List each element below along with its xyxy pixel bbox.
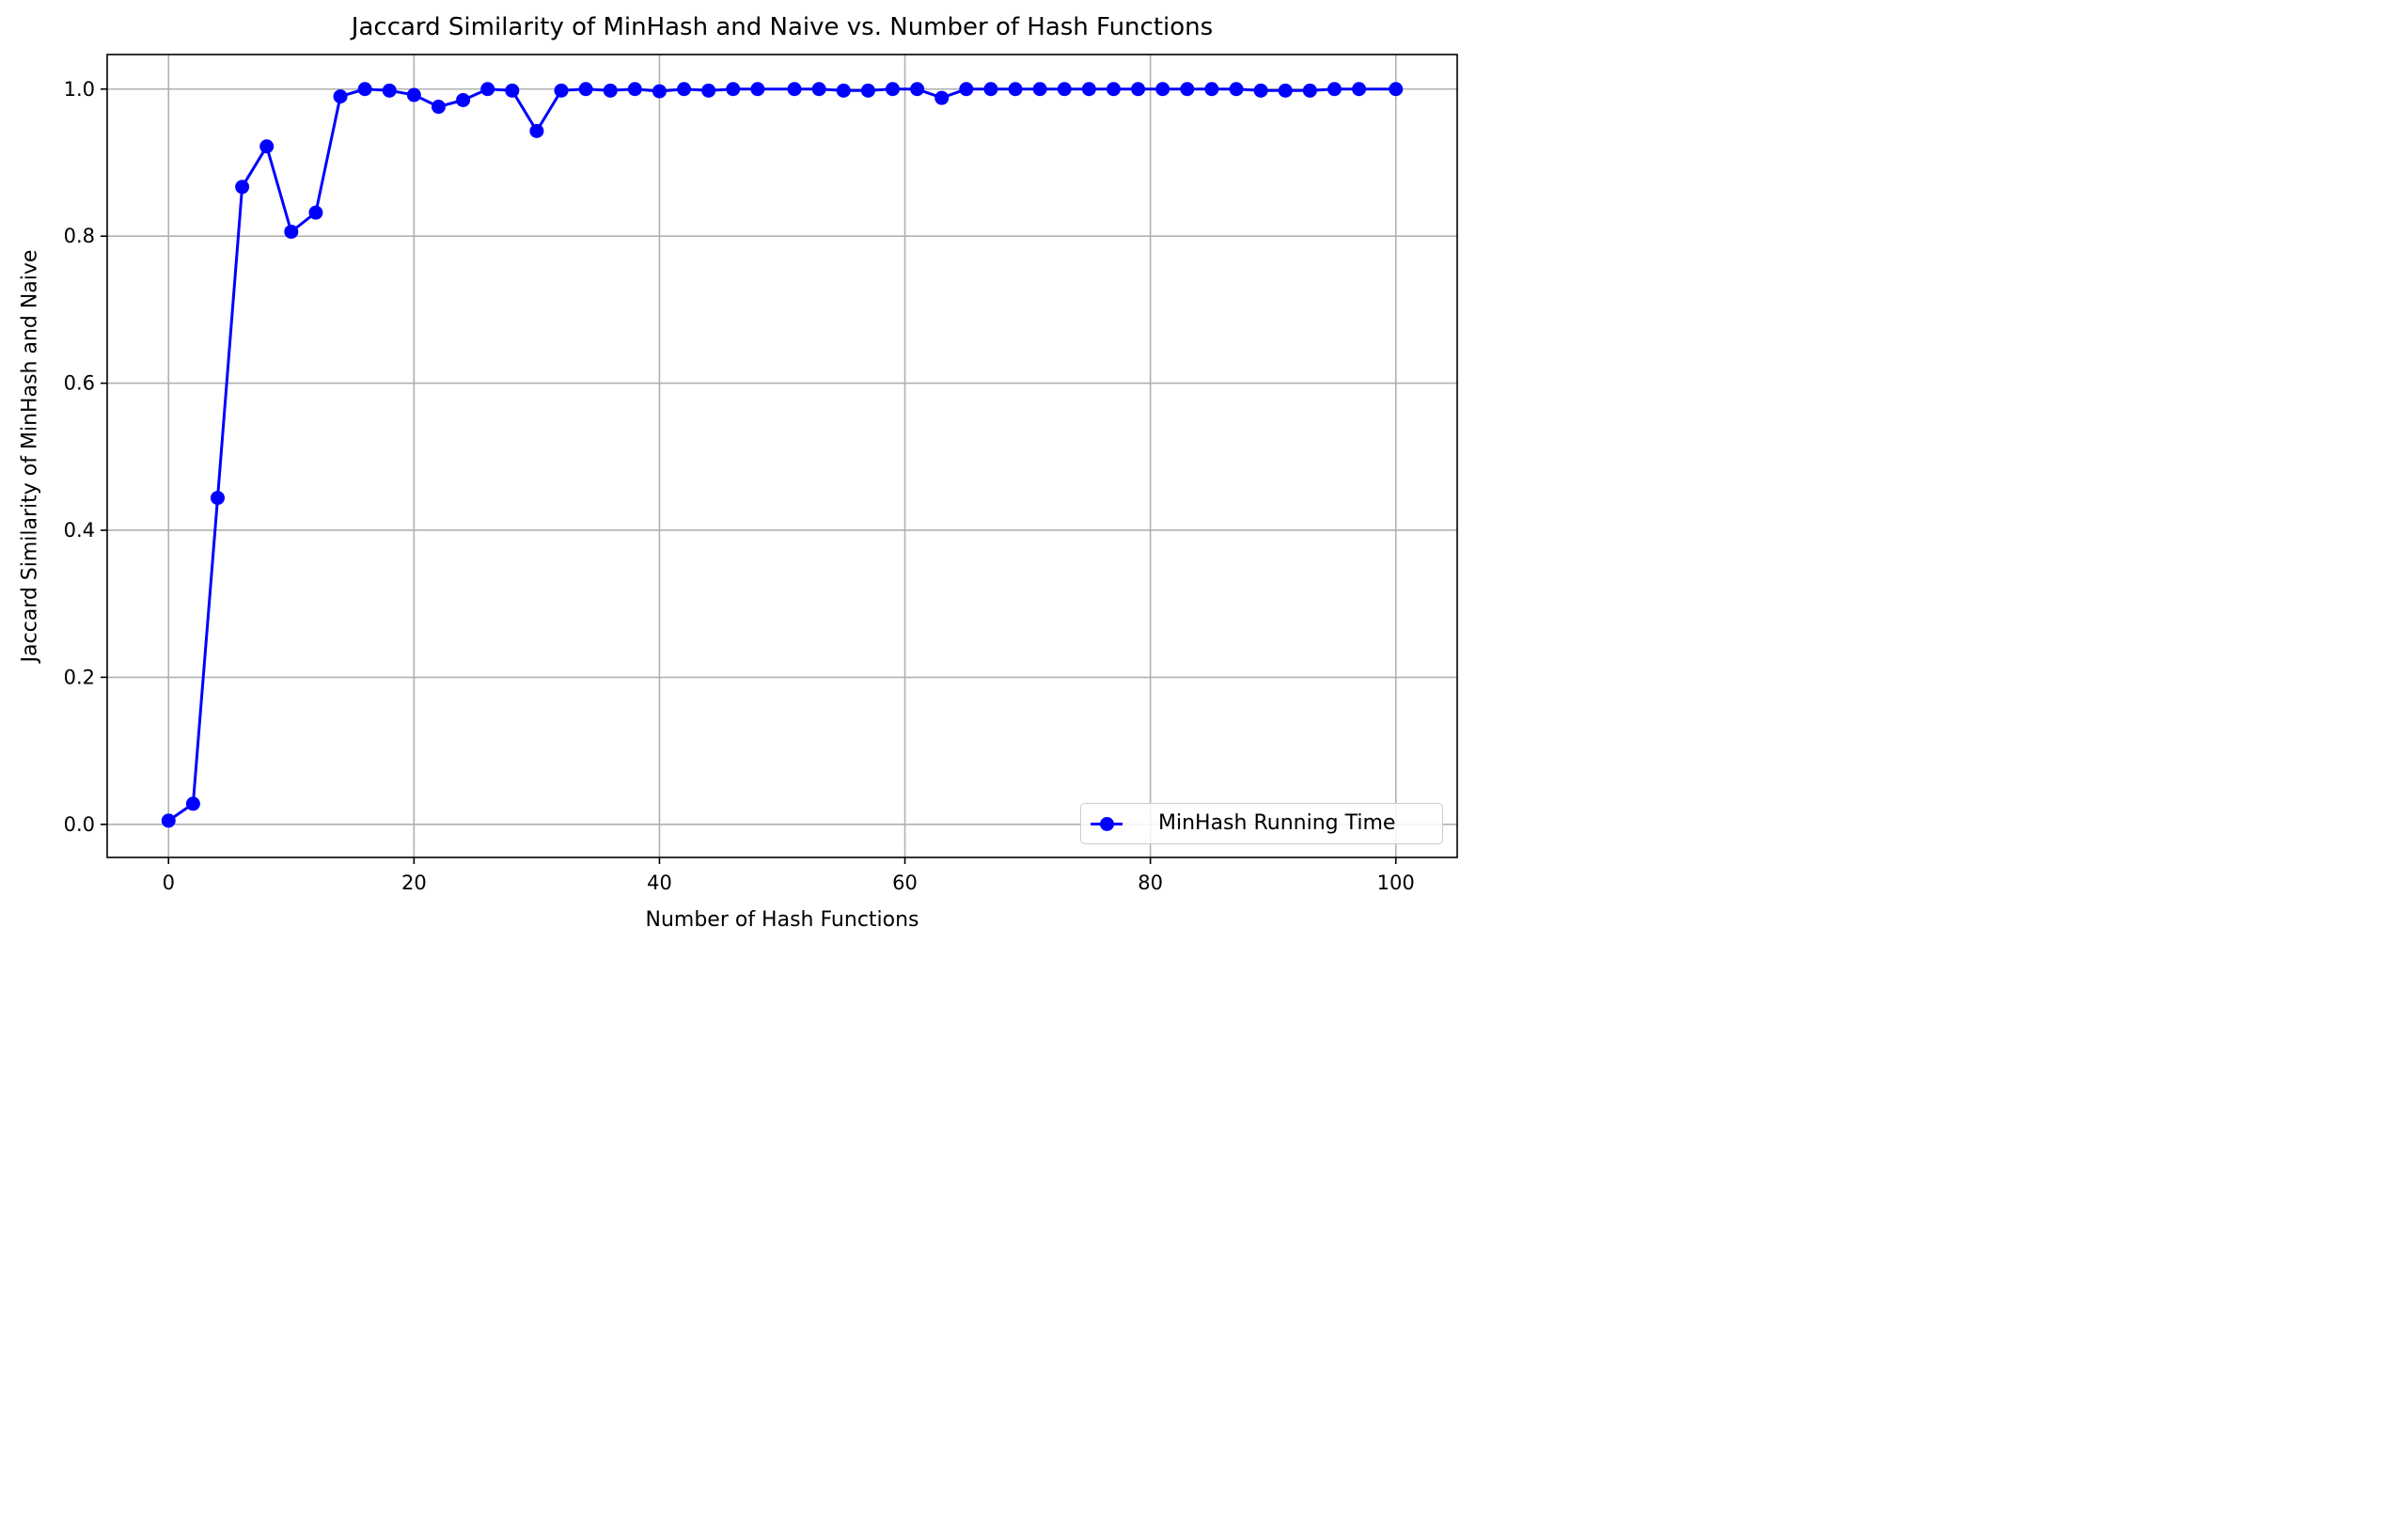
data-point (480, 82, 495, 97)
data-point (1327, 82, 1342, 97)
data-point (1032, 82, 1047, 97)
data-point (959, 82, 974, 97)
data-point (1278, 83, 1293, 98)
data-point (1389, 82, 1404, 97)
data-point (836, 83, 851, 98)
data-point (431, 100, 446, 115)
legend-label: MinHash Running Time (1158, 811, 1396, 835)
data-point (406, 87, 421, 102)
data-point (578, 82, 593, 97)
data-point (885, 82, 900, 97)
data-point (1229, 82, 1244, 97)
data-point (456, 92, 471, 107)
plot-frame (106, 54, 1458, 858)
data-point (701, 83, 716, 98)
line-chart: 0 20 40 60 80 100 0.0 0.2 0.4 0.6 0.8 1.0 (64, 54, 1458, 894)
data-point (603, 83, 618, 98)
data-point (652, 84, 667, 99)
data-point (1057, 82, 1072, 97)
x-axis-label: Number of Hash Functions (645, 908, 919, 932)
data-point (308, 205, 323, 220)
y-tick-label: 0.8 (64, 225, 95, 247)
data-point (934, 90, 950, 105)
data-point (1204, 82, 1219, 97)
x-tick-label: 0 (163, 872, 175, 894)
data-point (677, 82, 692, 97)
data-point (787, 82, 802, 97)
data-point (1180, 82, 1195, 97)
chart-title: Jaccard Similarity of MinHash and Naive … (351, 13, 1214, 41)
legend-line-marker (1091, 817, 1123, 831)
x-tick-label: 80 (1138, 872, 1163, 894)
x-tick-label: 100 (1377, 872, 1415, 894)
y-tick-label: 0.2 (64, 666, 95, 688)
legend: MinHash Running Time (1080, 803, 1443, 844)
data-point (161, 813, 176, 828)
data-point (382, 83, 397, 98)
data-point (750, 82, 765, 97)
data-point (333, 89, 348, 104)
data-point (210, 491, 225, 506)
x-tick-label: 60 (892, 872, 918, 894)
data-point (860, 83, 875, 98)
data-point (1131, 82, 1146, 97)
data-point (1352, 82, 1367, 97)
data-point (1008, 82, 1023, 97)
data-point (726, 82, 741, 97)
y-tick-label: 0.0 (64, 813, 95, 836)
data-point (284, 224, 299, 239)
data-point (627, 82, 642, 97)
series-line (167, 87, 1396, 823)
data-point (1106, 82, 1121, 97)
y-tick-label: 1.0 (64, 78, 95, 101)
x-tick-label: 40 (647, 872, 672, 894)
y-axis-label: Jaccard Similarity of MinHash and Naive (18, 249, 42, 663)
data-point (910, 82, 925, 97)
y-tick-label: 0.6 (64, 372, 95, 395)
data-point (1253, 83, 1268, 98)
data-point (529, 123, 544, 138)
data-point (1155, 82, 1170, 97)
data-point (1302, 83, 1317, 98)
data-point (235, 180, 250, 195)
data-point (554, 83, 569, 98)
data-point (185, 796, 200, 811)
x-tick-label: 20 (401, 872, 427, 894)
data-point (259, 139, 275, 154)
data-point (505, 83, 520, 98)
data-point (1081, 82, 1096, 97)
data-point (811, 82, 826, 97)
data-point (983, 82, 998, 97)
data-point (357, 82, 372, 97)
y-tick-label: 0.4 (64, 519, 95, 542)
